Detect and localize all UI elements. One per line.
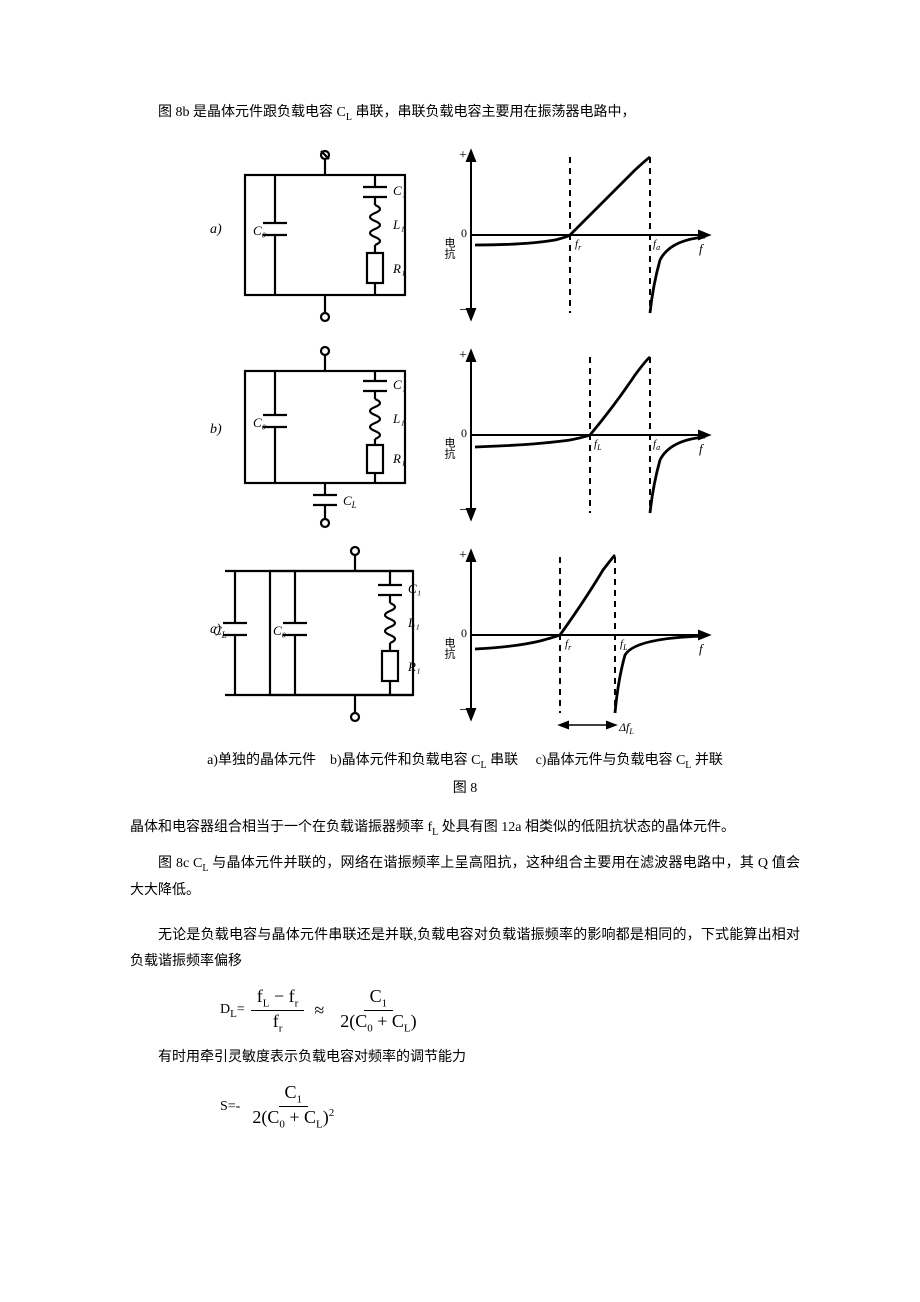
text: + C (373, 1011, 404, 1031)
svg-text:L₁: L₁ (407, 615, 420, 630)
figure-caption: a)单独的晶体元件 b)晶体元件和负载电容 CL 串联 c)晶体元件与负载电容 … (130, 749, 800, 771)
svg-text:C₁: C₁ (393, 183, 406, 198)
svg-text:L₁: L₁ (392, 217, 405, 232)
subscript: L (263, 998, 270, 1010)
svg-text:R₁: R₁ (407, 659, 420, 674)
subscript: 1 (297, 1094, 303, 1106)
text: 晶体和电容器组合相当于一个在负载谐振器频率 f (130, 820, 432, 835)
subscript: r (279, 1023, 283, 1035)
svg-text:R₁: R₁ (392, 261, 405, 276)
svg-text:CL: CL (213, 623, 227, 640)
paragraph-4: 无论是负载电容与晶体元件串联还是并联,负载电容对负载谐振频率的影响都是相同的，下… (130, 923, 800, 976)
text: 图 8b 是晶体元件跟负载电容 C (158, 105, 346, 120)
svg-text:C₀: C₀ (253, 223, 266, 238)
lhs: S=- (220, 1099, 240, 1115)
panel-a: a) (210, 148, 709, 321)
denominator: fr (267, 1011, 289, 1035)
figure-label: 图 8 (130, 777, 800, 797)
text: 处具有图 12a 相类似的低阻抗状态的晶体元件。 (438, 820, 735, 835)
text: 图 8c C (158, 856, 202, 871)
svg-text:b): b) (210, 422, 222, 437)
subscript: r (295, 998, 299, 1010)
svg-text:ΔfL: ΔfL (618, 720, 634, 735)
caption-b: b)晶体元件和负载电容 C (330, 753, 481, 768)
panel-b: b) (210, 347, 709, 527)
denominator: 2(C0 + CL)2 (246, 1107, 340, 1131)
numerator: C1 (364, 986, 394, 1011)
formula-DL: DL= fL − fr fr ≈ C1 2(C0 + CL) (220, 986, 800, 1035)
fraction-2: C1 2(C0 + CL) (334, 986, 422, 1035)
svg-text:电抗: 电抗 (443, 236, 456, 259)
svg-text:a): a) (210, 222, 222, 237)
caption-a: a)单独的晶体元件 (207, 753, 316, 768)
svg-text:C₀: C₀ (253, 415, 266, 430)
subscript: L (230, 1008, 237, 1020)
svg-text:fa: fa (653, 238, 660, 252)
svg-text:f: f (699, 441, 705, 456)
svg-text:C₀: C₀ (273, 623, 286, 638)
svg-text:C₁: C₁ (393, 377, 406, 392)
text: C (370, 986, 382, 1006)
subscript: L (316, 1119, 323, 1131)
svg-text:CL: CL (343, 493, 357, 510)
figure-8: a) (130, 145, 800, 797)
intro-paragraph: 图 8b 是晶体元件跟负载电容 CL 串联，串联负载电容主要用在振荡器电路中， (130, 100, 800, 127)
denominator: 2(C0 + CL) (334, 1011, 422, 1035)
fraction-1: fL − fr fr (251, 986, 305, 1035)
superscript: 2 (329, 1107, 335, 1119)
text: D (220, 1002, 230, 1017)
caption-b-tail: 串联 (487, 753, 519, 768)
svg-text:+: + (459, 148, 467, 163)
paragraph-2: 晶体和电容器组合相当于一个在负载谐振器频率 fL 处具有图 12a 相类似的低阻… (130, 815, 800, 842)
fraction: C1 2(C0 + CL)2 (246, 1082, 340, 1131)
page: 图 8b 是晶体元件跟负载电容 CL 串联，串联负载电容主要用在振荡器电路中， … (0, 0, 920, 1202)
formula-S: S=- C1 2(C0 + CL)2 (220, 1082, 800, 1131)
text: 2(C (252, 1107, 279, 1127)
subscript: 1 (382, 998, 388, 1010)
panel-c: c) (210, 547, 709, 735)
text: + C (285, 1107, 316, 1127)
svg-text:fL: fL (594, 438, 602, 452)
svg-text:fr: fr (565, 638, 572, 652)
svg-text:f: f (699, 641, 705, 656)
text: C (285, 1082, 297, 1102)
approx-sign: ≈ (310, 1000, 328, 1021)
svg-text:电抗: 电抗 (443, 636, 456, 659)
text: 2(C (340, 1011, 367, 1031)
svg-text:fL: fL (620, 638, 628, 652)
lhs: DL= (220, 1002, 245, 1020)
svg-text:+: + (459, 548, 467, 563)
numerator: fL − fr (251, 986, 305, 1011)
text: 与晶体元件并联的，网络在谐振频率上呈高阻抗，这种组合主要用在滤波器电路中，其 Q… (130, 856, 800, 898)
text: ) (411, 1011, 417, 1031)
text: − f (270, 986, 295, 1006)
svg-text:电抗: 电抗 (443, 436, 456, 459)
numerator: C1 (279, 1082, 309, 1107)
caption-c-tail: 并联 (691, 753, 723, 768)
svg-text:0: 0 (461, 626, 467, 640)
svg-text:0: 0 (461, 426, 467, 440)
subscript: L (404, 1023, 411, 1035)
svg-text:C₁: C₁ (408, 581, 421, 596)
svg-text:fr: fr (575, 238, 582, 252)
svg-text:L₁: L₁ (392, 411, 405, 426)
paragraph-5: 有时用牵引灵敏度表示负载电容对频率的调节能力 (130, 1045, 800, 1072)
svg-text:f: f (699, 241, 705, 256)
paragraph-3: 图 8c CL 与晶体元件并联的，网络在谐振频率上呈高阻抗，这种组合主要用在滤波… (130, 851, 800, 904)
caption-c: c)晶体元件与负载电容 C (536, 753, 686, 768)
text: 串联，串联负载电容主要用在振荡器电路中， (352, 105, 636, 120)
svg-text:R₁: R₁ (392, 451, 405, 466)
svg-text:0: 0 (461, 226, 467, 240)
svg-text:+: + (459, 348, 467, 363)
svg-text:fa: fa (653, 438, 660, 452)
figure-svg: a) (205, 145, 725, 735)
